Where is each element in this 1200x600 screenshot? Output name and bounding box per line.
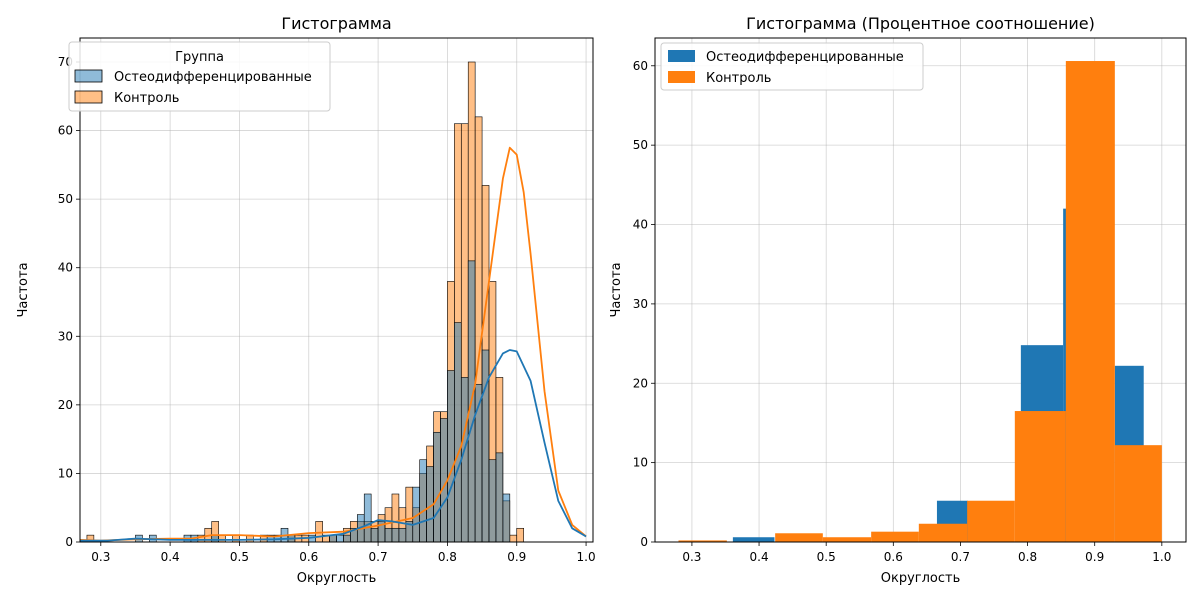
left-legend: Группа Остеодифференцированные Контроль	[68, 41, 331, 112]
bar-control-percent	[775, 533, 823, 542]
right-x-tick-label: 0.5	[817, 550, 836, 564]
right-y-axis-label: Частота	[609, 262, 624, 317]
bar-control	[516, 527, 524, 543]
right-x-tick-label: 0.4	[750, 550, 769, 564]
left-legend-swatch-control	[74, 90, 103, 104]
bar-control-percent	[1065, 61, 1115, 542]
right-chart: 0.3 0.4 0.5 0.6 0.7 0.8 0.9 1.0 0 10 20 30 40 50 60 Ги…	[609, 14, 1187, 586]
kde-line-osteo	[80, 349, 587, 542]
left-chart-title: Гистограмма	[281, 14, 391, 33]
bar-osteo	[363, 493, 372, 543]
right-x-tick-label: 1.0	[1152, 550, 1171, 564]
left-y-axis-label: Частота	[16, 262, 31, 317]
left-x-axis-label: Округлость	[297, 571, 377, 586]
right-y-tick-label: 0	[640, 535, 648, 549]
right-x-tick-label: 0.8	[1018, 550, 1037, 564]
right-y-tick-label: 40	[633, 218, 648, 232]
bar-osteo	[419, 459, 427, 543]
left-x-tick-label: 0.5	[230, 550, 249, 564]
bar-osteo	[447, 370, 455, 543]
left-x-tick-label: 1.0	[577, 550, 596, 564]
left-x-tick-label: 0.4	[161, 550, 180, 564]
right-y-tick-label: 30	[633, 297, 648, 311]
right-x-axis-label: Округлость	[881, 571, 961, 586]
bar-control-percent	[678, 540, 727, 542]
bar-osteo	[336, 534, 344, 543]
bar-osteo	[495, 452, 504, 543]
bar-osteo	[502, 493, 511, 543]
left-y-tick-label: 40	[58, 261, 73, 275]
left-y-tick-label: 50	[58, 192, 73, 206]
right-legend-swatch-control	[668, 71, 695, 83]
bar-osteo	[211, 534, 219, 543]
left-legend-box	[68, 41, 331, 112]
left-y-tick-label: 0	[65, 535, 73, 549]
left-chart: 0.3 0.4 0.5 0.6 0.7 0.8 0.9 1.0010203040506070 …	[16, 14, 596, 586]
bar-osteo	[398, 527, 407, 543]
left-x-tick-label: 0.9	[507, 550, 526, 564]
left-kde-curves	[79, 146, 587, 542]
left-legend-label-osteo: Остеодифференцированные	[114, 70, 312, 85]
bar-osteo	[454, 322, 462, 543]
bar-osteo	[488, 459, 497, 543]
right-y-tick-label: 10	[633, 456, 648, 470]
left-y-tick-label: 60	[58, 124, 73, 138]
right-chart-title: Гистограмма (Процентное соотношение)	[746, 14, 1095, 33]
bar-control	[218, 534, 226, 543]
bar-osteo	[370, 527, 379, 543]
bar-osteo	[384, 527, 393, 543]
bar-control-percent	[1114, 445, 1162, 542]
left-y-tick-label: 10	[58, 466, 73, 480]
right-bars	[678, 61, 1162, 542]
left-legend-swatch-osteo	[74, 69, 103, 83]
right-ticks: 0.3 0.4 0.5 0.6 0.7 0.8 0.9 1.0 0 10 20 30 40 50 60	[633, 59, 1172, 564]
bar-osteo	[391, 527, 400, 543]
right-legend-label-control: Контроль	[706, 71, 771, 86]
bar-control-percent	[822, 537, 872, 542]
left-bars	[86, 61, 524, 543]
right-x-tick-label: 0.9	[1085, 550, 1104, 564]
kde-line-control	[79, 146, 587, 542]
bar-control-percent	[1014, 411, 1066, 542]
bar-osteo-percent	[1063, 208, 1067, 542]
right-x-tick-label: 0.7	[951, 550, 970, 564]
bar-control-percent	[871, 531, 919, 542]
left-x-tick-label: 0.7	[369, 550, 388, 564]
right-legend: Остеодифференцированные Контроль	[660, 42, 924, 91]
left-x-tick-label: 0.6	[299, 550, 318, 564]
right-legend-label-osteo: Остеодифференцированные	[706, 50, 904, 65]
right-legend-box	[660, 42, 924, 91]
right-plot-frame	[654, 37, 1187, 543]
right-y-tick-label: 20	[633, 376, 648, 390]
bar-control	[509, 534, 518, 543]
bar-control	[232, 534, 240, 543]
right-y-tick-label: 50	[633, 138, 648, 152]
bar-osteo	[460, 377, 469, 543]
bar-osteo-percent	[732, 537, 775, 542]
left-x-tick-label: 0.3	[91, 550, 110, 564]
bar-osteo	[433, 431, 441, 543]
bar-control-percent	[918, 523, 968, 542]
right-x-tick-label: 0.6	[884, 550, 903, 564]
left-y-tick-label: 20	[58, 398, 73, 412]
bar-osteo	[343, 534, 351, 543]
left-plot-frame	[79, 37, 594, 543]
left-legend-title: Группа	[175, 50, 224, 65]
right-x-tick-label: 0.3	[682, 550, 701, 564]
right-legend-swatch-osteo	[668, 50, 695, 62]
left-x-tick-label: 0.8	[438, 550, 457, 564]
left-legend-label-control: Контроль	[114, 91, 179, 106]
bar-control-percent	[967, 500, 1015, 542]
left-y-tick-label: 30	[58, 329, 73, 343]
right-y-tick-label: 60	[633, 59, 648, 73]
